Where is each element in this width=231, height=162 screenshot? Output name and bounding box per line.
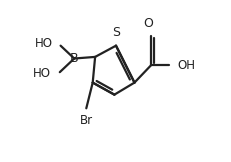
Text: B: B: [70, 52, 78, 65]
Text: Br: Br: [79, 114, 92, 127]
Text: S: S: [112, 26, 119, 39]
Text: O: O: [143, 17, 152, 30]
Text: HO: HO: [33, 67, 51, 80]
Text: OH: OH: [176, 59, 194, 72]
Text: HO: HO: [35, 37, 53, 50]
